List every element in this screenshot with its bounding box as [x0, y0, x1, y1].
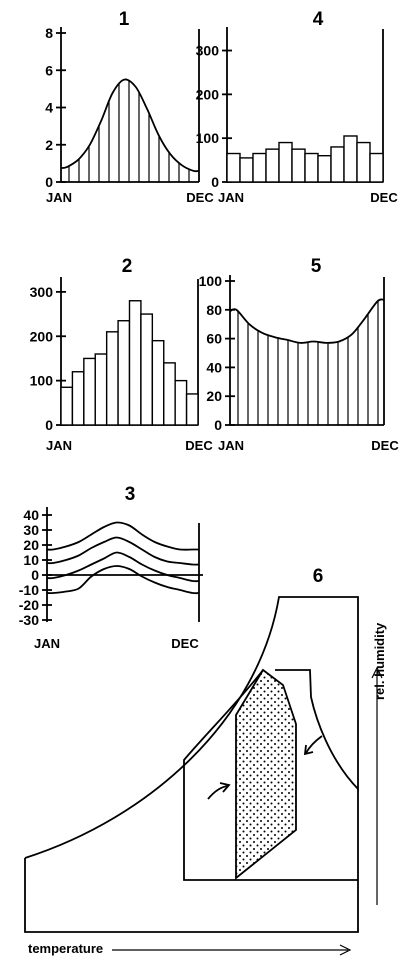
p3-y-tick-label: -20: [19, 597, 39, 613]
p6-humidity-arrowhead: [371, 666, 383, 679]
p2-bar: [151, 339, 165, 426]
p5-y-tick-label: 100: [199, 273, 223, 289]
p1-x-label-jan: JAN: [46, 190, 72, 205]
p6-stippled-region: [235, 668, 297, 880]
p3-y-tick-label: -30: [19, 612, 39, 628]
p2-bar: [185, 393, 199, 426]
p3-y-tick-label: -10: [19, 582, 39, 598]
p1-y-tick-label: 8: [45, 25, 53, 41]
panel-title-3: 3: [125, 484, 136, 505]
p6-temperature-arrowhead: [339, 944, 352, 956]
panel-title-5: 5: [311, 256, 322, 277]
p3-y-tick-label: 0: [31, 567, 39, 583]
p6-arrow-2: [305, 735, 323, 754]
p5-y-tick-label: 20: [206, 388, 222, 404]
p4-bar: [226, 152, 241, 183]
p4-bar: [369, 152, 384, 183]
p3-y-tick-label: 20: [23, 537, 39, 553]
p5-curve: [229, 298, 385, 344]
p2-y-tick-label: 100: [30, 373, 54, 389]
p4-bar: [291, 148, 306, 183]
p4-bar: [278, 141, 293, 183]
p4-x-label-jan: JAN: [218, 190, 244, 205]
panel-6: [24, 596, 383, 956]
p4-y-tick-label: 200: [196, 86, 220, 102]
p3-x-label-jan: JAN: [34, 636, 60, 651]
p1-y-tick-label: 0: [45, 174, 53, 190]
p5-y-tick-label: 60: [206, 331, 222, 347]
p4-bar: [330, 146, 345, 183]
p4-bar: [356, 141, 371, 183]
p1-curve: [60, 78, 200, 173]
panel-title-2: 2: [122, 256, 133, 277]
p3-series-line-3: [46, 551, 200, 583]
p2-bar: [105, 331, 119, 426]
p4-bar: [343, 135, 358, 183]
p2-bar: [128, 300, 142, 426]
p2-y-tick-label: 200: [30, 328, 54, 344]
p4-y-tick-label: 0: [211, 174, 219, 190]
panel-4: 0 100 200 300: [196, 27, 384, 190]
p3-y-tick-label: 40: [23, 507, 39, 523]
p2-y-tick-label: 0: [45, 417, 53, 433]
p1-y-tick-label: 6: [45, 62, 53, 78]
p4-bar: [239, 157, 254, 183]
p6-envelope-base: [24, 789, 359, 933]
p4-bar: [265, 148, 280, 183]
chart-marks-layer: 0246801002003000100200300020406080100-30…: [19, 25, 385, 956]
p2-y-tick-label: 300: [30, 284, 54, 300]
p3-series-line-4: [46, 565, 200, 595]
p4-bar: [304, 152, 319, 183]
p6-arrow-1: [207, 785, 229, 800]
p5-y-tick-label: 40: [206, 359, 222, 375]
temperature-axis-label: temperature: [28, 941, 103, 956]
p5-x-label-dec: DEC: [371, 438, 399, 453]
p2-bar: [174, 379, 188, 426]
p2-x-label-jan: JAN: [46, 438, 72, 453]
p1-y-tick-label: 2: [45, 137, 53, 153]
p6-arrowhead-2: [303, 744, 314, 756]
p4-bar: [252, 152, 267, 183]
panel-2: 0 100 200 300: [30, 277, 199, 433]
panel-5: 0 20 40 60 80 100: [199, 273, 385, 433]
p2-bar: [117, 320, 131, 426]
p6-arrowhead-1: [219, 782, 231, 793]
p4-x-label-dec: DEC: [370, 190, 398, 205]
panel-title-1: 1: [119, 9, 130, 30]
p2-bar: [71, 371, 85, 426]
humidity-axis-label: rel. humidity: [372, 622, 387, 700]
p5-y-tick-label: 80: [206, 302, 222, 318]
p2-bar: [83, 357, 96, 426]
p2-bar: [140, 313, 154, 426]
p3-series-line-2: [46, 536, 200, 566]
panel-title-6: 6: [313, 566, 324, 587]
panel-1: 0 2 4 6 8: [45, 25, 200, 190]
p6-envelope-curve: [24, 596, 359, 859]
p3-series-line-1: [46, 521, 199, 551]
p4-bar: [317, 155, 332, 183]
p6-inner-region: [183, 669, 358, 881]
p2-x-label-dec: DEC: [185, 438, 213, 453]
p3-x-label-dec: DEC: [171, 636, 199, 651]
p4-y-tick-label: 300: [196, 43, 220, 59]
panel-title-4: 4: [313, 9, 324, 30]
p5-x-label-jan: JAN: [218, 438, 244, 453]
p4-y-tick-label: 100: [196, 130, 220, 146]
p5-y-tick-label: 0: [214, 417, 222, 433]
p2-bar: [60, 386, 74, 426]
p3-y-tick-label: 10: [23, 552, 39, 568]
p3-y-tick-label: 30: [23, 522, 39, 538]
p2-bar: [163, 362, 176, 426]
p2-bar: [94, 353, 108, 426]
p1-y-tick-label: 4: [45, 100, 53, 116]
p1-x-label-dec: DEC: [186, 190, 214, 205]
